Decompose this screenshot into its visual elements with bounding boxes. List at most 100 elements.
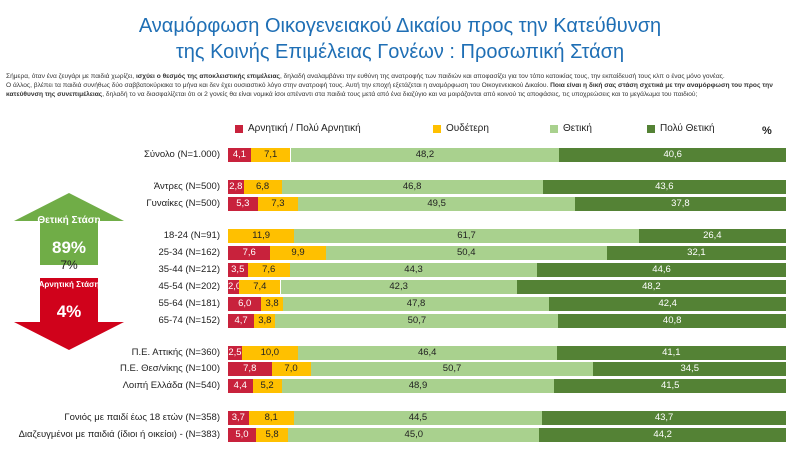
bar-segment-negative: 4,1 (228, 148, 251, 162)
bar-segment-very-positive: 44,6 (537, 263, 786, 277)
row-label: 65-74 (N=152) (158, 315, 220, 326)
bar-segment-negative: 3,5 (228, 263, 248, 277)
legend-item-neutral: Ουδέτερη (433, 123, 489, 134)
bar-segment-positive: 50,4 (325, 246, 607, 260)
bar-segment-neutral: 7,6 (247, 263, 290, 277)
row-label: Διαζευγμένοι με παιδιά (ίδιοι ή οικείοι)… (18, 429, 220, 440)
bar-segment-very-positive: 43,6 (542, 180, 786, 194)
bar-segment-negative: 6,0 (228, 297, 262, 311)
bar-segment-neutral: 5,2 (252, 379, 282, 393)
bar-segment-negative: 4,4 (228, 379, 253, 393)
bar-segment-positive: 46,8 (281, 180, 543, 194)
row-label: 35-44 (N=212) (158, 264, 220, 275)
positive-stance-label: Θετική Στάση (37, 215, 101, 226)
bar-segment-positive: 49,5 (298, 197, 575, 211)
bar-segment-negative: 2,0 (228, 280, 240, 294)
bar-segment-neutral: 7,0 (271, 362, 311, 376)
question-text: Σήμερα, όταν ένα ζευγάρι με παιδιά χωρίζ… (6, 72, 794, 99)
positive-stance-value: 89% (51, 238, 87, 257)
bar-segment-negative: 5,0 (228, 428, 256, 442)
bar-segment-positive: 48,9 (281, 379, 555, 393)
percent-header: % (762, 125, 772, 137)
intro-text-2c: , δηλαδή το να διασφαλίζεται ότι οι 2 γο… (102, 91, 698, 98)
bar-segment-neutral: 3,8 (254, 314, 276, 328)
bar-segment-negative: 5,3 (228, 197, 258, 211)
bar-segment-positive: 50,7 (310, 362, 594, 376)
bar-segment-very-positive: 37,8 (574, 197, 786, 211)
bar-segment-negative: 7,8 (228, 362, 272, 376)
bar-segment-neutral: 7,4 (239, 280, 281, 294)
bar-segment-positive: 50,7 (275, 314, 559, 328)
row-label: Γυναίκες (N=500) (146, 198, 220, 209)
bar-segment-negative: 7,6 (228, 246, 271, 260)
bar-segment-neutral: 9,9 (270, 246, 326, 260)
row-label: 18-24 (N=91) (163, 230, 220, 241)
legend-swatch-positive (550, 124, 558, 133)
bar-segment-very-positive: 41,1 (556, 346, 786, 360)
bar-segment-positive: 47,8 (282, 297, 550, 311)
bar-segment-very-positive: 32,1 (606, 246, 786, 260)
bar-segment-very-positive: 44,2 (539, 428, 786, 442)
negative-stance-value: 4% (56, 302, 82, 321)
legend-label-very-positive: Πολύ Θετική (660, 123, 715, 134)
bar-segment-neutral: 8,1 (248, 411, 294, 425)
bar-segment-neutral: 11,9 (228, 229, 295, 243)
bar-segment-neutral: 7,3 (257, 197, 299, 211)
intro-text-2b: Ποια είναι η δική σας στάση σχετικά με τ… (6, 82, 773, 98)
bar-segment-positive: 44,3 (289, 263, 538, 277)
bar-segment-neutral: 7,1 (250, 148, 291, 162)
page-title-line-1: Αναμόρφωση Οικογενειακού Δικαίου προς τη… (138, 15, 662, 37)
bar-segment-very-positive: 40,6 (559, 148, 786, 162)
page-title-line-2: της Κοινής Επιμέλειας Γονέων : Προσωπική… (175, 41, 625, 63)
bar-segment-positive: 48,2 (290, 148, 560, 162)
bar-segment-positive: 44,5 (293, 411, 543, 425)
bar-segment-neutral: 6,8 (243, 180, 282, 194)
legend-item-positive: Θετική (550, 123, 592, 134)
positive-arrow-up-icon (14, 193, 124, 265)
legend-swatch-neutral (433, 124, 441, 133)
bar-segment-positive: 45,0 (288, 428, 540, 442)
intro-text-1c: , δηλαδή αναλαμβάνει την ευθύνη της ανατ… (279, 73, 725, 80)
legend-swatch-very-positive (647, 124, 655, 133)
bar-segment-neutral: 10,0 (241, 346, 298, 360)
intro-text-2a: Ο άλλος, βλέπει τα παιδιά συνήθως δύο σα… (6, 82, 551, 89)
bar-segment-very-positive: 41,5 (554, 379, 786, 393)
row-label: 25-34 (N=162) (158, 247, 220, 258)
legend-label-neutral: Ουδέτερη (446, 123, 489, 134)
bar-segment-very-positive: 43,7 (542, 411, 786, 425)
legend-swatch-negative (235, 124, 243, 133)
bar-segment-very-positive: 26,4 (638, 229, 786, 243)
bar-segment-negative: 4,7 (228, 314, 255, 328)
bar-segment-positive: 61,7 (294, 229, 639, 243)
row-label: Π.Ε. Αττικής (N=360) (131, 347, 220, 358)
legend-item-negative: Αρνητική / Πολύ Αρνητική (235, 123, 361, 134)
row-label: Π.Ε. Θεσ/νίκης (N=100) (120, 363, 220, 374)
row-label: 45-54 (N=202) (158, 281, 220, 292)
intro-text-1b: ισχύει ο θεσμός της αποκλειστικής επιμέλ… (135, 73, 280, 80)
legend-label-positive: Θετική (563, 123, 592, 134)
row-label: Λοιπή Ελλάδα (N=540) (122, 380, 220, 391)
row-label: Σύνολο (N=1.000) (144, 149, 220, 160)
row-label: Άντρες (N=500) (153, 181, 220, 192)
bar-segment-very-positive: 34,5 (593, 362, 786, 376)
bar-segment-neutral: 5,8 (255, 428, 289, 442)
chart-legend: Αρνητική / Πολύ Αρνητική Ουδέτερη Θετική… (235, 123, 795, 137)
bar-segment-negative: 3,7 (228, 411, 249, 425)
intro-text-1a: Σήμερα, όταν ένα ζευγάρι με παιδιά χωρίζ… (6, 73, 136, 80)
bar-segment-very-positive: 42,4 (549, 297, 786, 311)
bar-segment-very-positive: 40,8 (558, 314, 786, 328)
row-label: 55-64 (N=181) (158, 298, 220, 309)
negative-stance-label: Αρνητική Στάση (38, 280, 100, 289)
neutral-stance-value: 7% (60, 258, 78, 272)
bar-segment-neutral: 3,8 (261, 297, 283, 311)
bar-segment-positive: 46,4 (297, 346, 557, 360)
bar-segment-positive: 42,3 (280, 280, 517, 294)
bar-segment-very-positive: 48,2 (516, 280, 786, 294)
bar-segment-negative: 2,8 (228, 180, 244, 194)
row-label: Γονιός με παιδί έως 18 ετών (N=358) (64, 412, 220, 423)
legend-item-very-positive: Πολύ Θετική (647, 123, 715, 134)
negative-arrow-down-icon (14, 278, 124, 350)
legend-label-negative: Αρνητική / Πολύ Αρνητική (248, 123, 361, 134)
bar-segment-negative: 2,5 (228, 346, 242, 360)
